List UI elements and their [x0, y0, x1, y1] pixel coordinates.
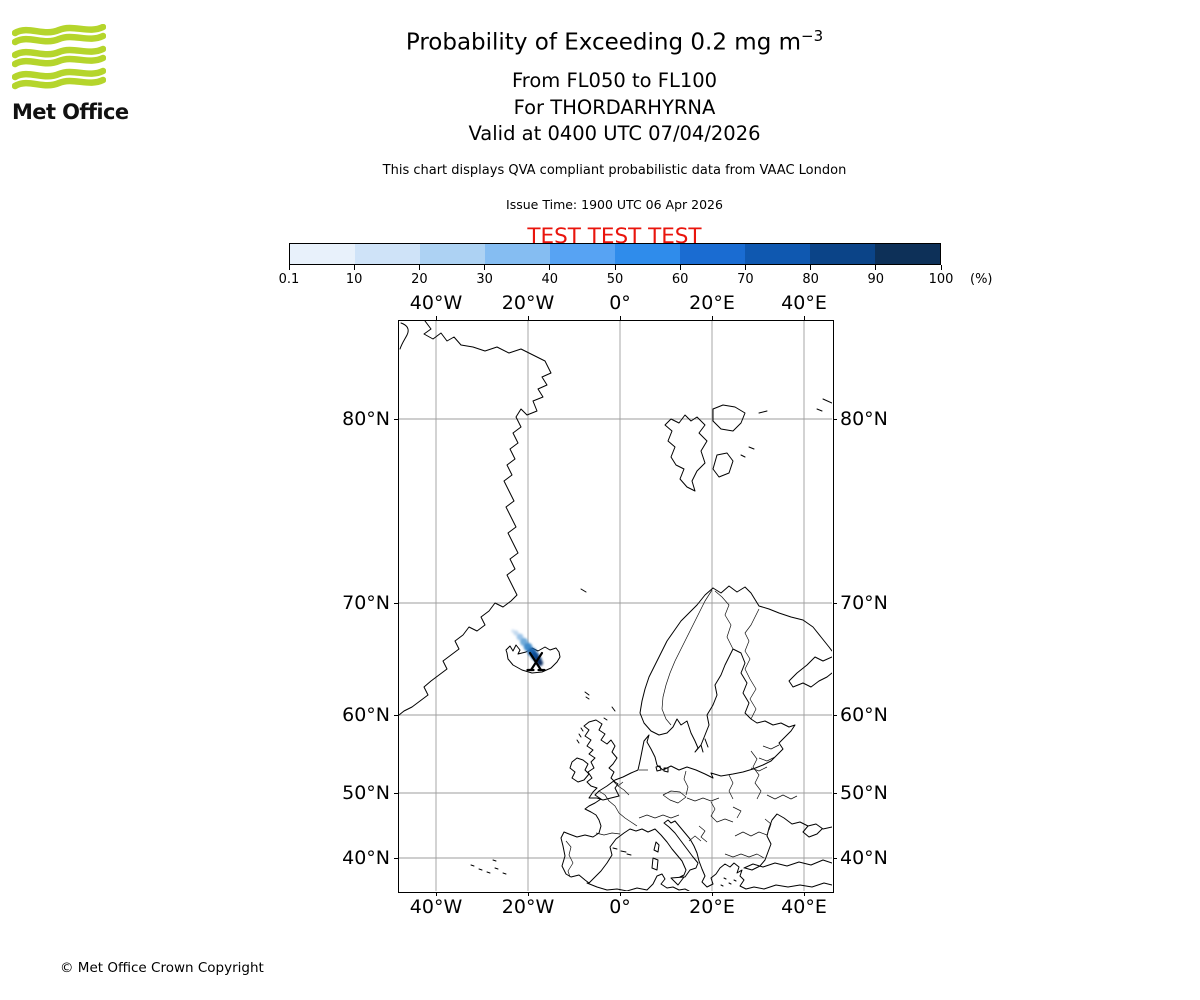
volcano-name-line: For THORDARHYRNA [513, 95, 716, 119]
lat-label-left: 70°N [342, 592, 390, 614]
colorbar-segment [810, 244, 875, 264]
map-axis-tick [832, 714, 837, 716]
lon-label-top: 40°W [409, 292, 463, 314]
map-axis-tick [803, 315, 805, 320]
colorbar-tick [418, 265, 420, 270]
lat-label-right: 50°N [840, 782, 888, 804]
lat-label-left: 80°N [342, 408, 390, 430]
colorbar-tick [940, 265, 942, 270]
map-axis-tick [435, 315, 437, 320]
colorbar-segment [420, 244, 485, 264]
map-axis-tick [711, 315, 713, 320]
colorbar-tick-label: 40 [541, 271, 559, 287]
map-axis-tick [619, 315, 621, 320]
colorbar-tick [353, 265, 355, 270]
met-office-logo: Met Office [11, 23, 132, 124]
colorbar-segment [550, 244, 615, 264]
chart-header: Probability of Exceeding 0.2 mg m−3 From… [28, 27, 1200, 248]
colorbar-tick-label: 0.1 [278, 271, 300, 287]
colorbar-tick [744, 265, 746, 270]
lat-label-right: 40°N [840, 847, 888, 869]
chart-title: Probability of Exceeding 0.2 mg m−3 [405, 27, 824, 56]
lat-label-left: 50°N [342, 782, 390, 804]
colorbar-tick [484, 265, 486, 270]
lon-label-top: 20°W [501, 292, 555, 314]
colorbar-tick-label: 100 [928, 271, 954, 287]
map-axis-tick [527, 315, 529, 320]
colorbar-tick-label: 50 [606, 271, 624, 287]
colorbar-tick [875, 265, 877, 270]
lon-label-bottom: 40°W [409, 896, 463, 918]
colorbar-tick [810, 265, 812, 270]
met-office-wordmark: Met Office [12, 100, 129, 124]
colorbar-segment [290, 244, 355, 264]
map-panel [397, 319, 834, 898]
map-axis-tick [435, 891, 437, 896]
lon-label-top: 0° [609, 292, 631, 314]
graticule-gridlines [398, 320, 832, 891]
lon-label-bottom: 20°W [501, 896, 555, 918]
colorbar-tick-label: 60 [671, 271, 689, 287]
flight-levels-line: From FL050 to FL100 [511, 69, 718, 93]
colorbar-tick-label: 20 [411, 271, 428, 287]
map-axis-tick [619, 891, 621, 896]
colorbar-tick-label: 30 [476, 271, 493, 287]
map-axis-tick [393, 857, 398, 859]
map-axis-tick [803, 891, 805, 896]
copyright-notice: © Met Office Crown Copyright [60, 960, 264, 976]
lat-label-right: 80°N [840, 408, 888, 430]
colorbar-segment [680, 244, 745, 264]
map-axis-tick [393, 602, 398, 604]
qva-description: This chart displays QVA compliant probab… [382, 162, 847, 178]
colorbar-segment [615, 244, 680, 264]
map-axis-tick [711, 891, 713, 896]
lon-label-bottom: 20°E [689, 896, 735, 918]
colorbar-segment [745, 244, 810, 264]
map-axis-tick [832, 418, 837, 420]
map-axis-tick [393, 792, 398, 794]
lat-label-left: 40°N [342, 847, 390, 869]
lat-label-right: 60°N [840, 704, 888, 726]
colorbar-tick-label: 70 [737, 271, 754, 287]
colorbar-tick [679, 265, 681, 270]
coastlines [398, 320, 832, 898]
title-exponent: −3 [801, 27, 824, 45]
colorbar-tick-label: 10 [345, 271, 363, 287]
colorbar-tick-label: 80 [802, 271, 819, 287]
lon-label-bottom: 40°E [781, 896, 827, 918]
lon-label-top: 40°E [781, 292, 827, 314]
map-canvas [398, 320, 832, 898]
colorbar-tick [288, 265, 290, 270]
lat-label-left: 60°N [342, 704, 390, 726]
issue-time: Issue Time: 1900 UTC 06 Apr 2026 [506, 196, 723, 212]
map-axis-tick [527, 891, 529, 896]
colorbar-segment [485, 244, 550, 264]
lon-label-bottom: 0° [609, 896, 631, 918]
colorbar-segment [875, 244, 940, 264]
map-axis-tick [393, 418, 398, 420]
colorbar-unit-label: (%) [970, 271, 993, 287]
valid-time-line: Valid at 0400 UTC 07/04/2026 [468, 122, 761, 146]
colorbar-tick [614, 265, 616, 270]
country-borders [565, 589, 797, 877]
probability-colorbar [289, 243, 941, 265]
colorbar-tick [549, 265, 551, 270]
volcano-marker-icon [525, 651, 546, 671]
map-axis-tick [832, 857, 837, 859]
colorbar-segment [355, 244, 420, 264]
lon-label-top: 20°E [689, 292, 735, 314]
map-axis-tick [832, 602, 837, 604]
lat-label-right: 70°N [840, 592, 888, 614]
map-axis-tick [393, 714, 398, 716]
met-office-waves-icon [11, 23, 107, 90]
colorbar-tick-label: 90 [867, 271, 885, 287]
map-axis-tick [832, 792, 837, 794]
